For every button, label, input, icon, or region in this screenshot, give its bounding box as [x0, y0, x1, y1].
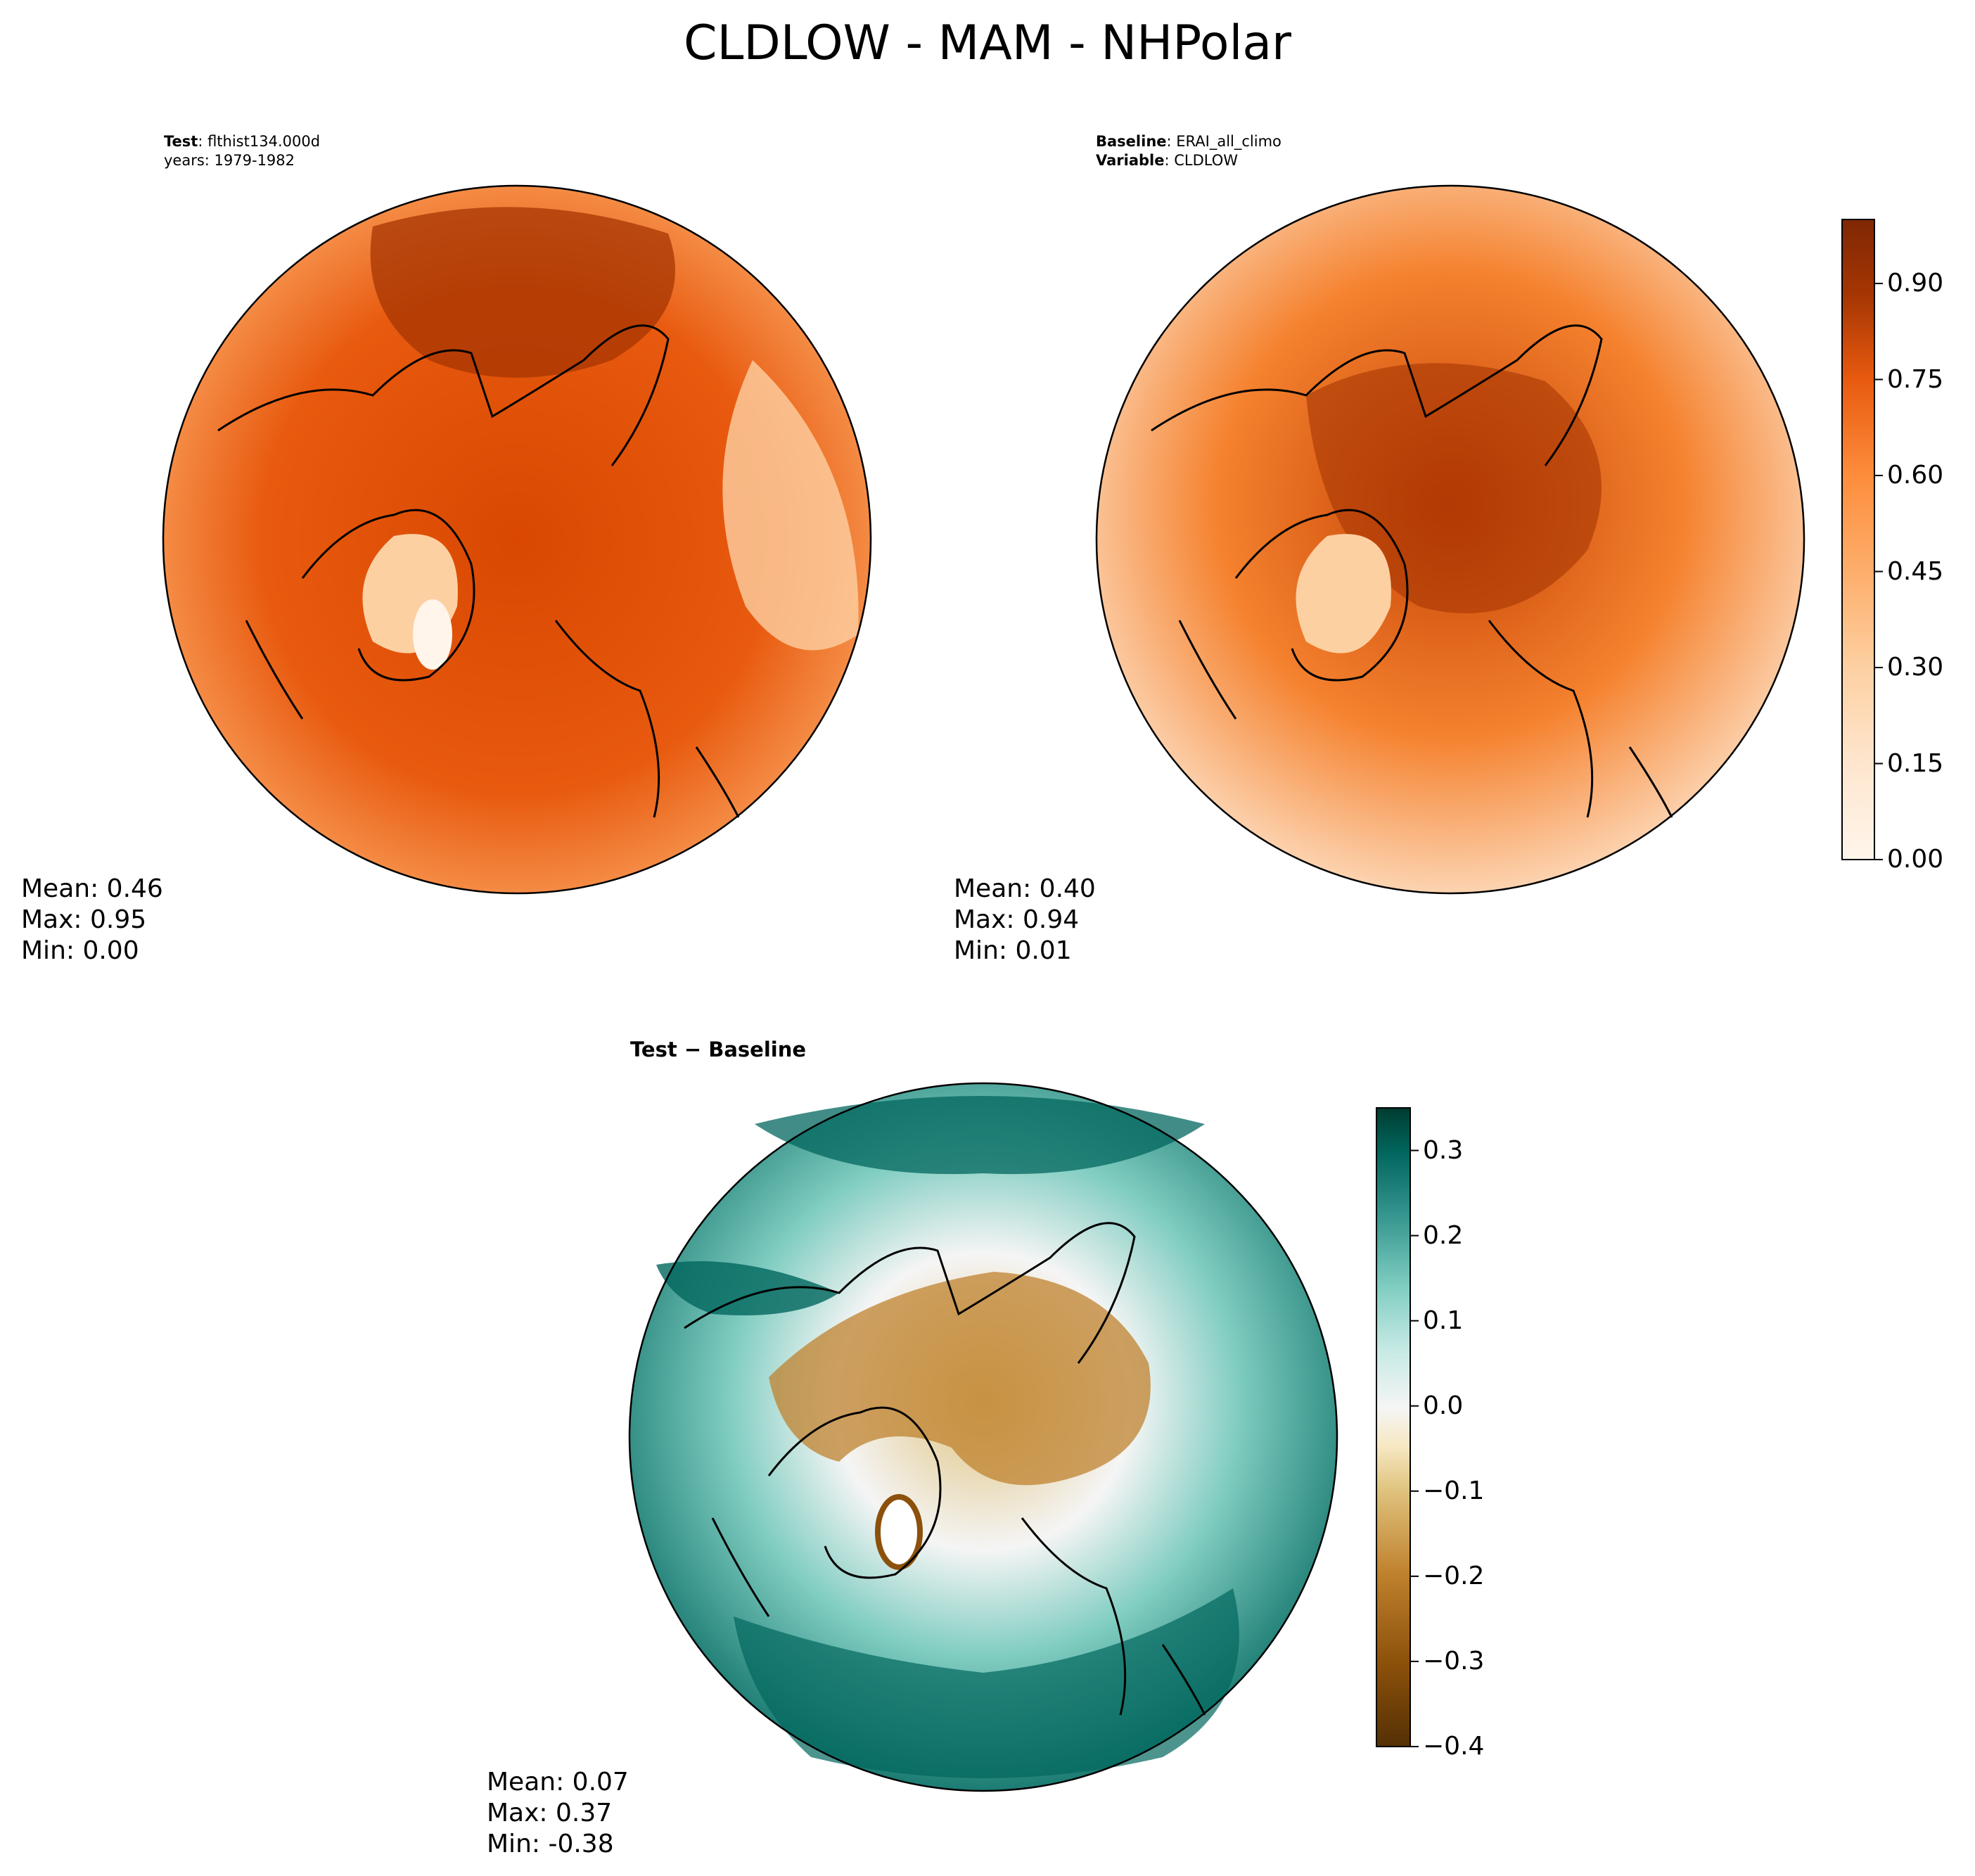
test-map-field — [163, 186, 871, 893]
baseline-map-coastlines — [1151, 324, 1673, 818]
colorbar-tick-label: 0.15 — [1887, 748, 1944, 778]
diff-map-coastlines — [684, 1222, 1206, 1716]
colorbar-tick-label: 0.90 — [1887, 269, 1944, 298]
colorbar-tick-label: 0.2 — [1423, 1220, 1464, 1250]
test-map — [162, 184, 872, 895]
colorbar-tick-label: 0.30 — [1887, 653, 1944, 682]
baseline-label-value: : ERAI_all_climo — [1166, 133, 1281, 150]
figure-title: CLDLOW - MAM - NHPolar — [683, 15, 1292, 71]
main-colorbar — [1841, 219, 1883, 860]
colorbar-tick-label: 0.45 — [1887, 556, 1944, 586]
test-stat-max: Max: 0.95 — [21, 905, 147, 934]
diff-map-positive-north — [755, 1096, 1205, 1175]
diff-colorbar-fill — [1376, 1107, 1411, 1747]
diff-map-positive-south — [734, 1588, 1239, 1778]
baseline-stat-max: Max: 0.94 — [954, 905, 1080, 934]
main-colorbar-ticks — [1874, 283, 1883, 860]
baseline-map-boundary — [1095, 184, 1805, 895]
test-panel-label: Test: flthist134.000d — [164, 133, 320, 151]
colorbar-tick-label: 0.60 — [1887, 461, 1944, 490]
colorbar-tick-label: −0.3 — [1423, 1646, 1485, 1676]
test-map-boundary — [162, 184, 872, 895]
diff-colorbar-ticks — [1410, 1149, 1419, 1747]
test-map-coastlines — [217, 324, 740, 818]
colorbar-tick-label: 0.3 — [1423, 1135, 1464, 1165]
diff-stats: Mean: 0.07 Max: 0.37 Min: -0.38 — [487, 1767, 629, 1860]
diff-stat-max: Max: 0.37 — [487, 1799, 613, 1827]
colorbar-tick-label: 0.0 — [1423, 1391, 1464, 1420]
baseline-variable-value: : CLDLOW — [1164, 152, 1239, 169]
baseline-stats: Mean: 0.40 Max: 0.94 Min: 0.01 — [954, 874, 1096, 966]
test-map-high-cloud-region — [370, 207, 675, 378]
baseline-panel-label: Baseline: ERAI_all_climo — [1096, 133, 1281, 151]
diff-colorbar — [1376, 1107, 1419, 1747]
colorbar-tick-label: 0.1 — [1423, 1306, 1464, 1335]
diff-map-greenland-minimum — [875, 1494, 923, 1570]
test-map-greenland-minimum — [413, 599, 452, 670]
baseline-variable-bold: Variable — [1096, 152, 1165, 169]
test-stat-min: Min: 0.00 — [21, 936, 139, 965]
test-stats: Mean: 0.46 Max: 0.95 Min: 0.00 — [21, 874, 163, 966]
diff-stat-mean: Mean: 0.07 — [487, 1768, 629, 1797]
colorbar-tick-label: 0.75 — [1887, 364, 1944, 394]
diff-panel-title: Test − Baseline — [630, 1038, 807, 1061]
diff-map-negative-arctic — [769, 1272, 1151, 1486]
baseline-stat-mean: Mean: 0.40 — [954, 874, 1096, 903]
baseline-stat-min: Min: 0.01 — [954, 936, 1072, 965]
diff-map — [628, 1082, 1338, 1792]
main-colorbar-fill — [1841, 219, 1875, 860]
colorbar-tick-label: −0.4 — [1423, 1732, 1485, 1761]
diff-stat-min: Min: -0.38 — [487, 1830, 614, 1858]
baseline-map-greenland-region — [1296, 534, 1391, 653]
colorbar-tick-label: −0.2 — [1423, 1561, 1485, 1590]
colorbar-tick-label: −0.1 — [1423, 1476, 1485, 1505]
test-label-bold: Test — [164, 133, 198, 150]
baseline-variable-label: Variable: CLDLOW — [1096, 152, 1238, 170]
baseline-map — [1095, 184, 1805, 895]
colorbar-tick-label: 0.00 — [1887, 845, 1944, 874]
test-years-label: years: 1979-1982 — [164, 152, 295, 169]
diff-map-positive-west — [656, 1261, 839, 1315]
baseline-label-bold: Baseline — [1096, 133, 1167, 150]
test-stat-mean: Mean: 0.46 — [21, 874, 163, 903]
diff-map-boundary — [628, 1082, 1338, 1792]
test-label-value: : flthist134.000d — [198, 133, 321, 150]
test-map-east-region — [722, 360, 859, 651]
